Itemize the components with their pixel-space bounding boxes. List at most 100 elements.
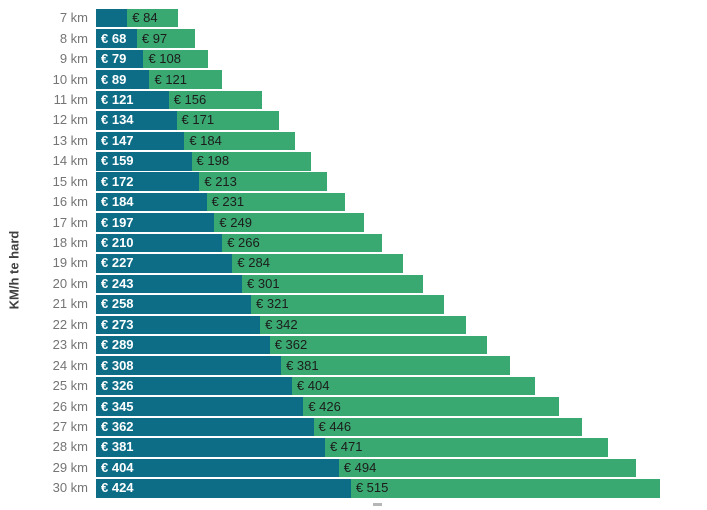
bar-row: 12 km € 134 € 171 (0, 110, 660, 130)
dark-teal-segment: € 121 (96, 90, 169, 110)
bar-stack: € 89 € 121 (96, 70, 223, 89)
green-segment: € 108 (143, 49, 209, 69)
dark-teal-segment (96, 8, 128, 28)
green-segment: € 171 (176, 111, 280, 130)
value-label: € 68 (101, 30, 127, 46)
dark-teal-segment: € 381 (96, 438, 325, 457)
value-label: € 89 (101, 71, 127, 87)
value-label: € 184 (101, 194, 134, 210)
green-segment: € 266 (222, 233, 383, 253)
category-label: 11 km (53, 91, 88, 107)
green-segment: € 301 (242, 274, 423, 294)
value-label: € 231 (211, 194, 245, 210)
bar-row: 15 km € 172 € 213 (0, 172, 660, 192)
bar-row: 24 km € 308 € 381 (0, 355, 660, 375)
value-label: € 321 (256, 296, 289, 312)
bar-stack: € 362 € 446 (96, 417, 582, 437)
value-label: € 362 (274, 337, 308, 353)
category-label: 21 km (52, 296, 88, 312)
category-label: 10 km (52, 71, 88, 87)
value-label: € 381 (286, 357, 319, 373)
green-segment: € 342 (260, 315, 466, 335)
green-segment: € 426 (303, 397, 560, 416)
green-segment: € 121 (149, 70, 223, 89)
category-label: 23 km (52, 337, 88, 353)
dark-teal-segment: € 308 (96, 356, 282, 375)
value-label: € 197 (101, 214, 134, 230)
dark-teal-segment: € 159 (96, 152, 192, 171)
green-segment: € 321 (251, 295, 444, 314)
bar-stack: € 159 € 198 (96, 152, 311, 171)
bar-stack: € 172 € 213 (96, 172, 328, 191)
value-label: € 381 (101, 439, 134, 455)
category-label: 14 km (52, 153, 88, 169)
bar-stack: € 79 € 108 (96, 49, 209, 69)
dark-teal-segment: € 345 (96, 397, 304, 416)
value-label: € 97 (141, 30, 168, 46)
value-label: € 446 (318, 418, 352, 434)
bar-row: 23 km € 289 € 362 (0, 335, 660, 355)
green-segment: € 97 (136, 29, 196, 48)
category-label: 25 km (52, 378, 88, 394)
bar-stack: € 404 € 494 (96, 458, 636, 478)
bar-row: 30 km € 424 € 515 (0, 478, 661, 498)
value-label: € 198 (196, 153, 230, 169)
green-segment: € 198 (191, 152, 311, 171)
value-label: € 172 (101, 173, 134, 189)
value-label: € 362 (101, 418, 134, 434)
bar-row: 10 km € 89 € 121 (0, 69, 660, 89)
value-label: € 184 (189, 132, 222, 148)
green-segment: € 231 (206, 192, 346, 212)
bar-rows: 7 km € 84 8 km € 68 € 97 9 km € 79 € 108 10 km € … (0, 8, 661, 499)
value-label: € 159 (101, 153, 134, 169)
dark-teal-segment: € 147 (96, 131, 185, 151)
green-segment: € 494 (338, 458, 636, 478)
value-label: € 404 (101, 459, 134, 475)
dark-teal-segment: € 68 (96, 29, 137, 48)
cut-off-axis-text (373, 503, 382, 506)
dark-teal-segment: € 326 (96, 376, 292, 396)
bar-row: 27 km € 362 € 446 (0, 417, 660, 437)
value-label: € 249 (219, 214, 252, 230)
bar-row: 11 km € 121 € 156 (0, 90, 660, 110)
bar-stack: € 243 € 301 (96, 274, 423, 294)
bar-stack: € 84 (96, 8, 178, 28)
bar-row: 26 km € 345 € 426 (0, 396, 660, 416)
value-label: € 404 (296, 378, 330, 394)
dark-teal-segment: € 289 (96, 335, 270, 355)
value-label: € 424 (101, 480, 134, 496)
bar-stack: € 381 € 471 (96, 438, 609, 457)
value-label: € 243 (101, 275, 134, 291)
value-label: € 121 (101, 91, 134, 107)
bar-row: 9 km € 79 € 108 (0, 49, 660, 69)
bar-stack: € 197 € 249 (96, 213, 365, 232)
dark-teal-segment: € 258 (96, 295, 252, 314)
category-label: 13 km (52, 132, 88, 148)
category-label: 15 km (52, 173, 88, 189)
green-segment: € 446 (313, 417, 582, 437)
green-segment: € 184 (184, 131, 295, 151)
bar-row: 18 km € 210 € 266 (0, 233, 660, 253)
value-label: € 171 (181, 112, 215, 128)
value-label: € 273 (101, 316, 134, 332)
bar-stack: € 308 € 381 (96, 356, 511, 375)
category-label: 26 km (52, 398, 88, 414)
value-label: € 308 (101, 357, 134, 373)
category-label: 9 km (59, 51, 88, 67)
bar-row: 16 km € 184 € 231 (0, 192, 660, 212)
value-label: € 345 (101, 398, 134, 414)
bar-row: 20 km € 243 € 301 (0, 274, 660, 294)
value-label: € 471 (329, 439, 363, 455)
value-label: € 326 (101, 378, 134, 394)
bar-row: 13 km € 147 € 184 (0, 131, 660, 151)
dark-teal-segment: € 79 (96, 49, 144, 69)
category-label: 16 km (52, 194, 88, 210)
dark-teal-segment: € 362 (96, 417, 314, 437)
value-label: € 342 (265, 316, 298, 332)
green-segment: € 156 (168, 90, 263, 110)
bar-row: 17 km € 197 € 249 (0, 212, 660, 232)
bar-stack: € 424 € 515 (96, 479, 661, 498)
bar-stack: € 227 € 284 (96, 254, 404, 273)
green-segment: € 381 (281, 356, 511, 375)
bar-stack: € 147 € 184 (96, 131, 295, 151)
